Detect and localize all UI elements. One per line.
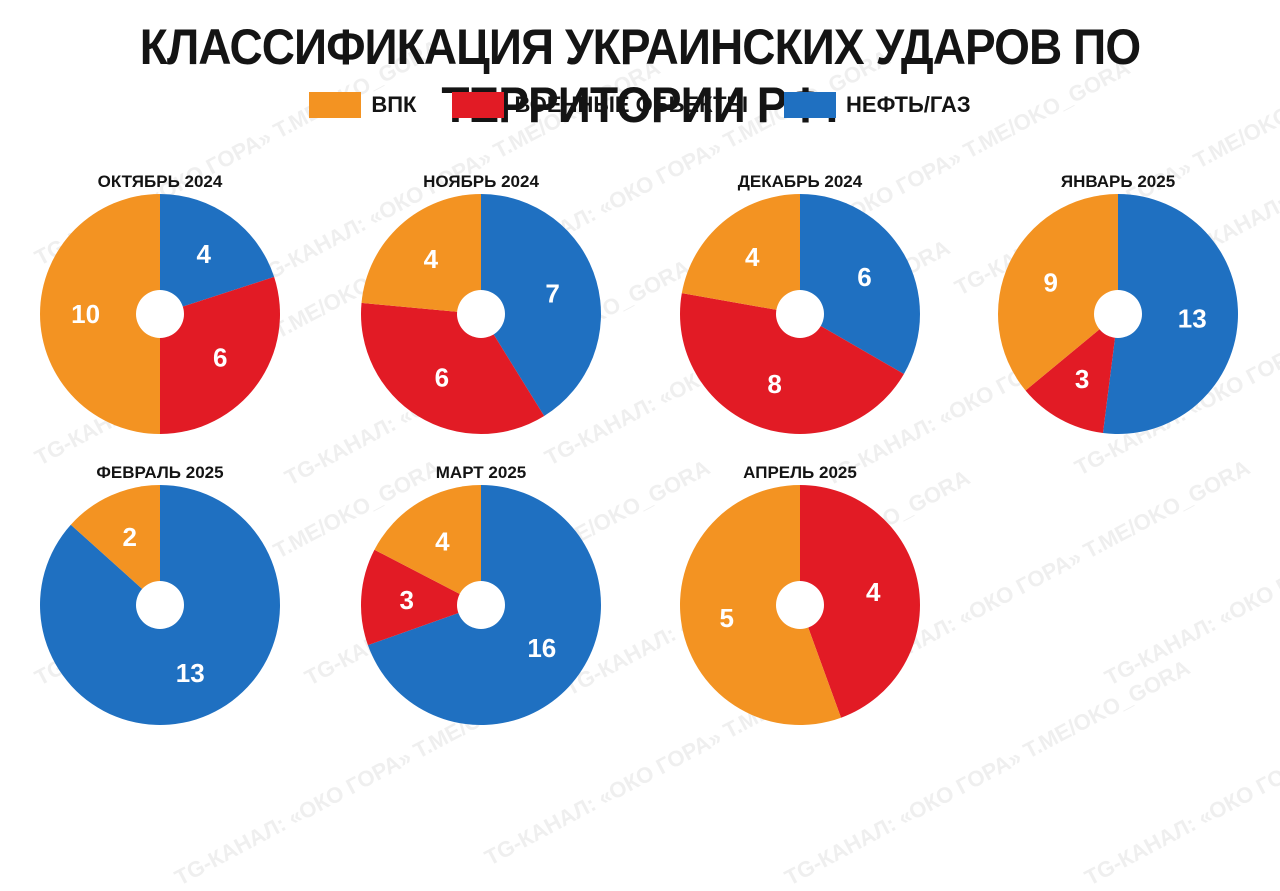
donut-hole xyxy=(136,290,184,338)
data-label: 9 xyxy=(1043,267,1057,297)
page-title: КЛАССИФИКАЦИЯ УКРАИНСКИХ УДАРОВ ПО ТЕРРИ… xyxy=(139,19,1141,133)
data-label: 13 xyxy=(1178,304,1207,334)
watermark-text: TG-КАНАЛ: «ОКО ГОРА» T.ME/OKO_GORA xyxy=(1100,455,1280,691)
data-label: 10 xyxy=(71,299,100,329)
chart-title: ФЕВРАЛЬ 2025 xyxy=(96,463,224,482)
data-label: 8 xyxy=(767,369,781,399)
data-label: 5 xyxy=(719,603,733,633)
data-label: 13 xyxy=(176,658,205,688)
pie-slice xyxy=(1025,314,1118,434)
donut-svg: 4 6 10 xyxy=(40,194,280,434)
pie-slice xyxy=(361,302,545,434)
legend-item-military: ВОЕННЫЕ ОБЬЕКТЫ xyxy=(452,92,748,118)
data-label: 6 xyxy=(213,343,227,373)
pie-slice xyxy=(800,485,920,718)
legend-swatch-vpk xyxy=(309,92,362,118)
donut-svg: 45 xyxy=(680,485,920,725)
chart-october-2024: ОКТЯБРЬ 2024 4 6 10 xyxy=(30,172,290,462)
data-label: 4 xyxy=(435,526,450,556)
donut-hole xyxy=(136,581,184,629)
data-label: 6 xyxy=(857,262,871,292)
pie-slice xyxy=(680,485,842,725)
legend-label-oil-gas: НЕФТЬ/ГАЗ xyxy=(846,92,971,117)
data-label: 2 xyxy=(123,522,137,552)
pie-slice xyxy=(70,485,160,605)
legend-item-vpk: ВПК xyxy=(309,92,416,118)
chart-january-2025: ЯНВАРЬ 2025 13 3 9 xyxy=(988,172,1248,462)
donut-hole xyxy=(1094,290,1142,338)
pie-slice xyxy=(160,276,280,434)
pie-slice xyxy=(361,194,481,314)
chart-title: ДЕКАБРЬ 2024 xyxy=(737,172,863,191)
pie-slice xyxy=(1102,194,1238,434)
donut-svg: 13 2 xyxy=(39,485,280,725)
data-label: 4 xyxy=(196,239,211,269)
pie-slice xyxy=(680,293,904,435)
chart-title: АПРЕЛЬ 2025 xyxy=(743,463,857,482)
data-label: 3 xyxy=(1075,364,1089,394)
donut-hole xyxy=(457,581,505,629)
donut-hole xyxy=(776,290,824,338)
legend-swatch-military xyxy=(452,92,505,118)
pie-slice xyxy=(40,194,160,434)
pie-slice xyxy=(361,549,481,646)
pie-slice xyxy=(481,194,602,417)
data-label: 16 xyxy=(527,633,556,663)
data-label: 6 xyxy=(435,362,449,392)
chart-title: МАРТ 2025 xyxy=(435,463,527,482)
watermark-text: TG-КАНАЛ: «ОКО ГОРА» T.ME/OKO_GORA xyxy=(1080,655,1280,891)
legend-swatch-oil-gas xyxy=(784,92,837,118)
pie-slice xyxy=(800,194,920,374)
data-label: 4 xyxy=(424,244,439,274)
chart-title: ЯНВАРЬ 2025 xyxy=(1060,172,1176,191)
donut-svg: 6 8 4 xyxy=(680,194,920,435)
legend-label-vpk: ВПК xyxy=(371,92,417,117)
pie-slice xyxy=(681,194,800,314)
donut-hole xyxy=(457,290,505,338)
chart-march-2025: МАРТ 2025 16 3 4 xyxy=(351,463,611,753)
chart-november-2024: НОЯБРЬ 2024 7 6 4 xyxy=(351,172,611,462)
legend-item-oil-gas: НЕФТЬ/ГАЗ xyxy=(784,92,971,118)
legend-label-military: ВОЕННЫЕ ОБЬЕКТЫ xyxy=(514,92,749,117)
chart-february-2025: ФЕВРАЛЬ 2025 13 2 xyxy=(30,463,290,753)
pie-slice xyxy=(998,194,1118,391)
donut-hole xyxy=(776,581,824,629)
chart-december-2024: ДЕКАБРЬ 2024 6 8 4 xyxy=(670,172,930,462)
chart-title: ОКТЯБРЬ 2024 xyxy=(97,172,223,191)
data-label: 3 xyxy=(400,585,414,615)
chart-title: НОЯБРЬ 2024 xyxy=(423,172,539,191)
legend: ВПК ВОЕННЫЕ ОБЬЕКТЫ НЕФТЬ/ГАЗ xyxy=(0,92,1280,118)
pie-slice xyxy=(374,485,481,605)
data-label: 4 xyxy=(745,242,760,272)
donut-svg: 7 6 4 xyxy=(361,194,602,434)
data-label: 7 xyxy=(545,279,559,309)
data-label: 4 xyxy=(866,577,881,607)
pie-slice xyxy=(160,194,275,314)
donut-svg: 13 3 9 xyxy=(998,194,1238,434)
